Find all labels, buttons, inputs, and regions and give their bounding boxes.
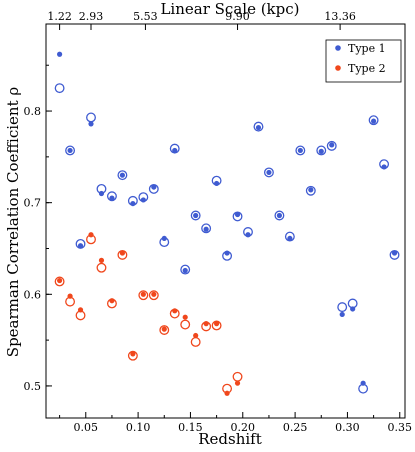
open-point xyxy=(86,112,96,123)
filled-point xyxy=(88,232,94,238)
filled-point xyxy=(98,190,105,197)
filled-point xyxy=(151,291,157,297)
filled-point xyxy=(109,195,115,201)
filled-point xyxy=(224,390,230,396)
x-tick-label: 0.30 xyxy=(335,421,360,434)
filled-point xyxy=(77,307,84,313)
x-axis-title: Redshift xyxy=(198,430,262,448)
filled-point xyxy=(193,332,199,339)
y-axis-ticks: 0.5 0.6 0.7 0.8 xyxy=(24,64,52,393)
filled-point xyxy=(119,172,126,178)
open-point xyxy=(190,336,201,347)
filled-point xyxy=(308,187,314,193)
plot-area xyxy=(45,23,406,419)
top-axis-ticks: 1.22 2.93 5.53 9.90 13.36 xyxy=(47,10,356,30)
top-axis-title: Linear Scale (kpc) xyxy=(160,0,299,18)
filled-point xyxy=(203,321,209,327)
x-tick-label: 0.15 xyxy=(178,421,203,434)
filled-point xyxy=(391,250,398,256)
filled-point xyxy=(140,291,146,297)
filled-point xyxy=(339,311,345,318)
filled-point xyxy=(350,306,356,312)
filled-point xyxy=(151,184,157,190)
filled-point xyxy=(109,298,115,304)
x-tick-label: 0.25 xyxy=(283,421,308,434)
y-tick-label: 0.6 xyxy=(24,288,42,301)
open-point xyxy=(232,371,243,382)
top-tick-label: 5.53 xyxy=(133,10,158,23)
filled-point xyxy=(234,380,241,386)
x-tick-label: 0.20 xyxy=(231,421,256,434)
filled-point xyxy=(161,235,167,242)
filled-point xyxy=(245,232,251,238)
filled-point xyxy=(276,212,283,219)
filled-point xyxy=(214,180,220,187)
legend-label: Type 2 xyxy=(348,62,386,75)
legend-marker xyxy=(335,45,341,51)
filled-point xyxy=(67,293,73,299)
filled-point xyxy=(88,121,94,127)
legend: Type 1 Type 2 xyxy=(325,39,402,83)
filled-point xyxy=(130,351,136,357)
filled-point xyxy=(161,326,167,332)
filled-point xyxy=(224,250,230,256)
x-tick-label: 0.05 xyxy=(74,421,99,434)
filled-point xyxy=(371,118,377,124)
filled-point xyxy=(381,164,387,170)
filled-point xyxy=(130,200,136,207)
top-tick-label: 2.93 xyxy=(79,10,104,23)
filled-point xyxy=(214,321,220,327)
y-tick-label: 0.5 xyxy=(24,380,42,393)
filled-point xyxy=(329,142,335,148)
filled-point xyxy=(140,197,146,203)
x-tick-label: 0.35 xyxy=(388,421,413,434)
filled-point xyxy=(297,147,303,154)
legend-label: Type 1 xyxy=(348,42,386,55)
open-point xyxy=(96,262,107,273)
filled-point xyxy=(255,124,262,131)
open-point xyxy=(337,302,348,313)
filled-point xyxy=(98,257,105,263)
data-points xyxy=(54,51,400,396)
filled-point xyxy=(182,267,188,274)
plot-frame xyxy=(45,23,406,419)
filled-point xyxy=(119,250,126,256)
filled-point xyxy=(172,308,178,314)
y-tick-label: 0.8 xyxy=(24,105,42,118)
open-point xyxy=(180,319,191,330)
open-point xyxy=(54,83,65,94)
filled-point xyxy=(318,148,324,154)
top-tick-label: 13.36 xyxy=(324,10,356,23)
filled-point xyxy=(234,211,241,218)
filled-point xyxy=(172,147,178,154)
filled-point xyxy=(57,51,63,57)
filled-point xyxy=(360,380,366,386)
filled-point xyxy=(77,243,84,249)
top-tick-label: 9.90 xyxy=(225,10,250,23)
filled-point xyxy=(193,212,199,219)
filled-point xyxy=(182,314,188,320)
filled-point xyxy=(203,226,209,232)
legend-marker xyxy=(335,65,341,71)
y-tick-label: 0.7 xyxy=(24,197,42,210)
x-tick-label: 0.10 xyxy=(126,421,151,434)
filled-point xyxy=(57,277,63,284)
x-axis-ticks: 0.05 0.10 0.15 0.20 0.25 0.30 0.35 xyxy=(59,412,413,434)
y-axis-title: Spearman Correlation Coefficient ρ xyxy=(4,87,22,358)
filled-point xyxy=(266,169,272,176)
filled-point xyxy=(67,147,73,154)
filled-point xyxy=(287,235,293,242)
top-tick-label: 1.22 xyxy=(47,10,72,23)
